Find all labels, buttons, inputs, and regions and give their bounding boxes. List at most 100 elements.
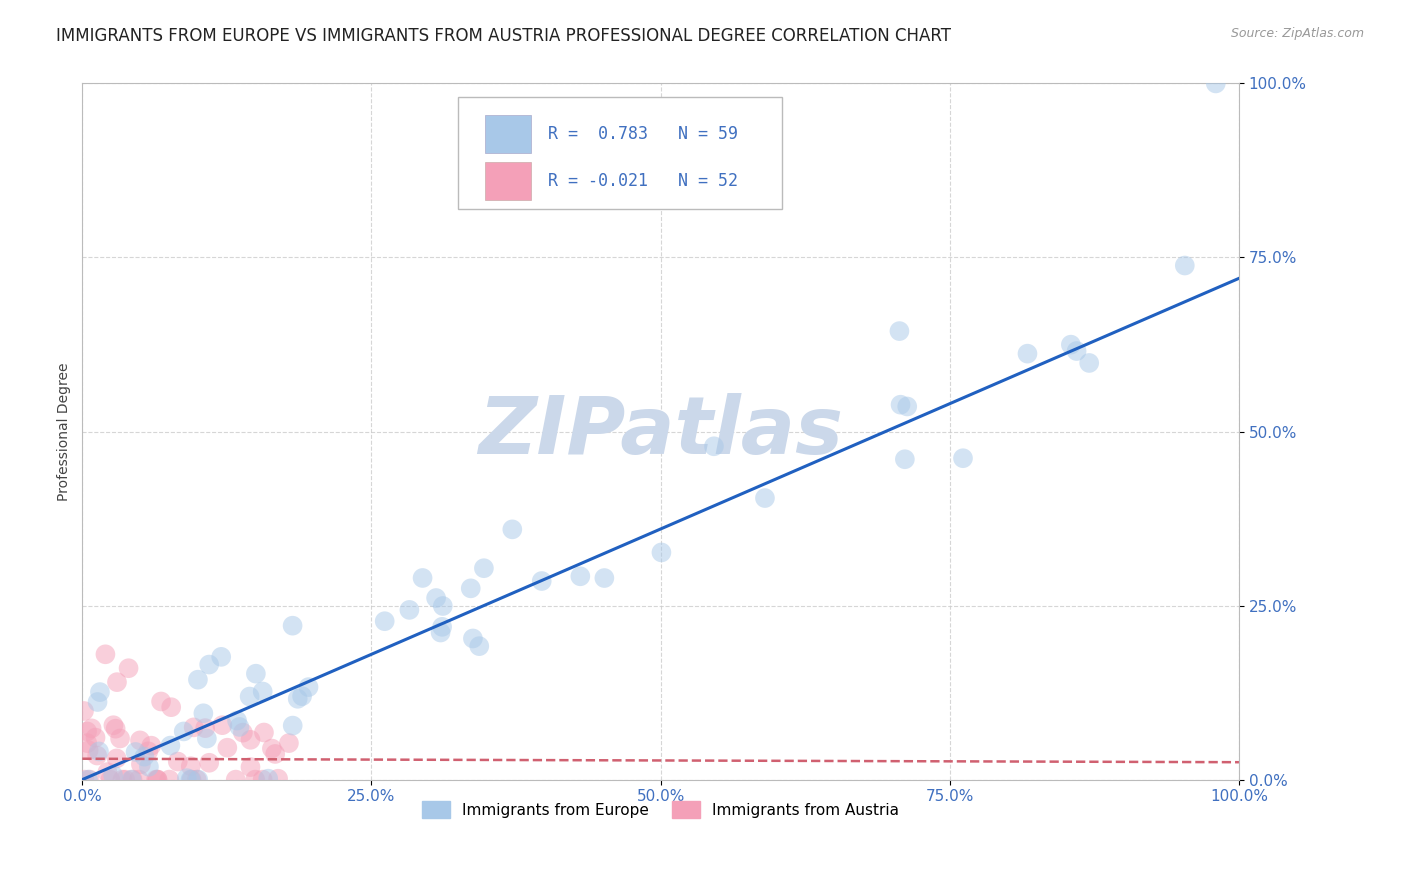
Immigrants from Europe bbox=[889, 398, 911, 412]
FancyBboxPatch shape bbox=[485, 115, 531, 153]
Immigrants from Austria bbox=[145, 772, 167, 787]
Immigrants from Europe bbox=[281, 618, 304, 632]
Immigrants from Europe bbox=[291, 689, 314, 703]
Immigrants from Europe bbox=[468, 639, 491, 653]
Immigrants from Austria bbox=[111, 772, 134, 787]
Immigrants from Austria bbox=[253, 725, 276, 739]
Immigrants from Europe bbox=[134, 749, 156, 764]
Immigrants from Europe bbox=[245, 666, 267, 681]
Immigrants from Europe bbox=[472, 561, 495, 575]
Immigrants from Austria bbox=[166, 755, 188, 769]
Immigrants from Austria bbox=[128, 772, 150, 787]
Immigrants from Austria bbox=[225, 772, 247, 787]
Immigrants from Austria bbox=[104, 722, 127, 736]
Immigrants from Austria bbox=[217, 740, 239, 755]
Immigrants from Europe bbox=[374, 614, 396, 628]
Immigrants from Europe bbox=[1017, 346, 1039, 360]
Immigrants from Austria bbox=[84, 731, 107, 745]
Immigrants from Austria bbox=[103, 718, 125, 732]
Immigrants from Europe bbox=[187, 772, 209, 787]
Immigrants from Europe bbox=[198, 657, 221, 672]
Immigrants from Europe bbox=[425, 591, 447, 605]
Immigrants from Austria bbox=[79, 772, 101, 787]
Immigrants from Austria bbox=[73, 704, 96, 718]
Immigrants from Europe bbox=[252, 684, 274, 698]
Immigrants from Europe bbox=[1060, 337, 1083, 351]
Immigrants from Europe bbox=[287, 691, 309, 706]
Immigrants from Europe bbox=[239, 690, 262, 704]
Immigrants from Austria bbox=[77, 743, 100, 757]
Immigrants from Europe bbox=[121, 772, 143, 787]
Immigrants from Europe bbox=[173, 724, 195, 739]
Immigrants from Europe bbox=[138, 760, 160, 774]
Immigrants from Europe bbox=[412, 571, 434, 585]
Immigrants from Europe bbox=[124, 745, 146, 759]
Immigrants from Europe bbox=[193, 706, 215, 721]
Immigrants from Europe bbox=[501, 522, 523, 536]
Immigrants from Europe bbox=[101, 768, 124, 782]
Immigrants from Europe bbox=[460, 582, 482, 596]
Immigrants from Europe bbox=[89, 685, 111, 699]
Immigrants from Austria bbox=[80, 722, 103, 736]
Immigrants from Europe bbox=[297, 680, 319, 694]
Immigrants from Austria bbox=[129, 757, 152, 772]
Immigrants from Austria bbox=[117, 661, 139, 675]
Immigrants from Europe bbox=[228, 720, 250, 734]
Immigrants from Austria bbox=[76, 724, 98, 739]
Immigrants from Europe bbox=[569, 569, 592, 583]
Immigrants from Austria bbox=[146, 772, 169, 787]
Text: Source: ZipAtlas.com: Source: ZipAtlas.com bbox=[1230, 27, 1364, 40]
Immigrants from Austria bbox=[239, 760, 262, 774]
Immigrants from Austria bbox=[150, 694, 173, 708]
Immigrants from Austria bbox=[239, 732, 262, 747]
Immigrants from Europe bbox=[1066, 344, 1088, 359]
Immigrants from Austria bbox=[108, 731, 131, 746]
Immigrants from Europe bbox=[429, 625, 451, 640]
FancyBboxPatch shape bbox=[485, 161, 531, 200]
Immigrants from Austria bbox=[180, 759, 202, 773]
Immigrants from Austria bbox=[245, 772, 267, 787]
Immigrants from Europe bbox=[176, 771, 198, 785]
Immigrants from Austria bbox=[278, 736, 301, 750]
Immigrants from Austria bbox=[96, 765, 118, 780]
Immigrants from Europe bbox=[894, 452, 917, 467]
Immigrants from Europe bbox=[77, 772, 100, 787]
Immigrants from Europe bbox=[87, 744, 110, 758]
Text: R =  0.783   N = 59: R = 0.783 N = 59 bbox=[548, 125, 738, 144]
Immigrants from Austria bbox=[76, 736, 98, 750]
Immigrants from Europe bbox=[461, 632, 484, 646]
Immigrants from Austria bbox=[180, 772, 202, 787]
Immigrants from Europe bbox=[1205, 77, 1227, 91]
Immigrants from Europe bbox=[179, 772, 201, 787]
Immigrants from Austria bbox=[73, 772, 96, 787]
Immigrants from Austria bbox=[198, 756, 221, 770]
Immigrants from Austria bbox=[98, 772, 121, 787]
Immigrants from Austria bbox=[211, 718, 233, 732]
Immigrants from Europe bbox=[430, 620, 453, 634]
Immigrants from Austria bbox=[160, 700, 183, 714]
Immigrants from Austria bbox=[105, 751, 128, 765]
Immigrants from Austria bbox=[141, 739, 163, 753]
Immigrants from Europe bbox=[226, 714, 249, 728]
Immigrants from Austria bbox=[129, 733, 152, 747]
Immigrants from Europe bbox=[530, 574, 553, 588]
Immigrants from Austria bbox=[94, 648, 117, 662]
Immigrants from Europe bbox=[195, 731, 218, 746]
Immigrants from Europe bbox=[754, 491, 776, 505]
Legend: Immigrants from Europe, Immigrants from Austria: Immigrants from Europe, Immigrants from … bbox=[416, 796, 905, 824]
Immigrants from Europe bbox=[398, 603, 420, 617]
Immigrants from Europe bbox=[187, 673, 209, 687]
Immigrants from Austria bbox=[146, 772, 169, 787]
Immigrants from Europe bbox=[1078, 356, 1101, 370]
Immigrants from Austria bbox=[121, 772, 143, 787]
Immigrants from Europe bbox=[952, 451, 974, 466]
Immigrants from Europe bbox=[703, 439, 725, 453]
Text: ZIPatlas: ZIPatlas bbox=[478, 392, 844, 470]
Immigrants from Europe bbox=[159, 739, 181, 753]
Immigrants from Europe bbox=[209, 649, 232, 664]
Text: IMMIGRANTS FROM EUROPE VS IMMIGRANTS FROM AUSTRIA PROFESSIONAL DEGREE CORRELATIO: IMMIGRANTS FROM EUROPE VS IMMIGRANTS FRO… bbox=[56, 27, 952, 45]
Immigrants from Austria bbox=[260, 741, 283, 756]
Y-axis label: Professional Degree: Professional Degree bbox=[58, 362, 72, 500]
Immigrants from Austria bbox=[86, 748, 108, 763]
Text: R = -0.021   N = 52: R = -0.021 N = 52 bbox=[548, 172, 738, 190]
